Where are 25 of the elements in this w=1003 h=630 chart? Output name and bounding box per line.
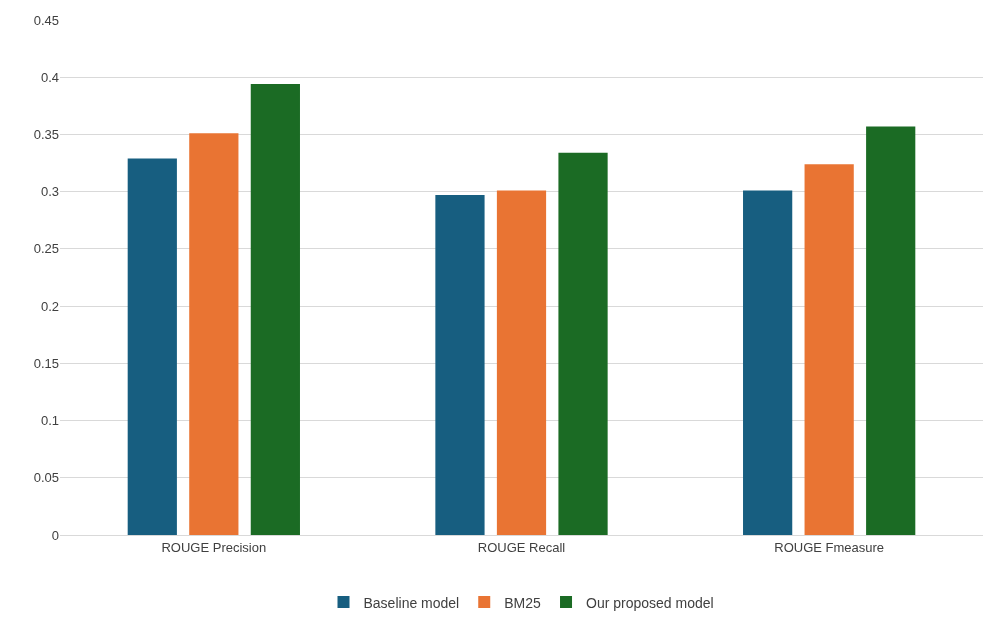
legend-label: BM25 [504, 594, 542, 611]
bar [189, 133, 239, 535]
bar [435, 195, 485, 535]
y-tick-label: 0 [51, 527, 59, 543]
y-tick-label: 0.1 [40, 413, 59, 429]
y-tick-label: 0.35 [33, 126, 59, 142]
y-tick-label: 0.45 [33, 12, 59, 28]
y-tick-label: 0.4 [40, 69, 59, 85]
legend-label: Baseline model [363, 594, 460, 611]
y-tick-label: 0.3 [40, 184, 59, 200]
bar [250, 84, 300, 535]
bar [558, 152, 608, 535]
x-tick-label: ROUGE Precision [161, 539, 267, 555]
y-tick-label: 0.05 [33, 470, 59, 486]
y-tick-label: 0.25 [33, 241, 59, 257]
y-tick-label: 0.15 [33, 355, 59, 371]
bar [127, 158, 177, 535]
y-tick-label: 0.2 [40, 298, 59, 314]
bar [866, 126, 916, 535]
bar [743, 190, 793, 535]
bar [804, 164, 854, 535]
bar [496, 190, 547, 535]
x-tick-label: ROUGE Recall [477, 539, 566, 555]
legend-label: Our proposed model [586, 594, 714, 611]
x-tick-label: ROUGE Fmeasure [774, 539, 885, 555]
